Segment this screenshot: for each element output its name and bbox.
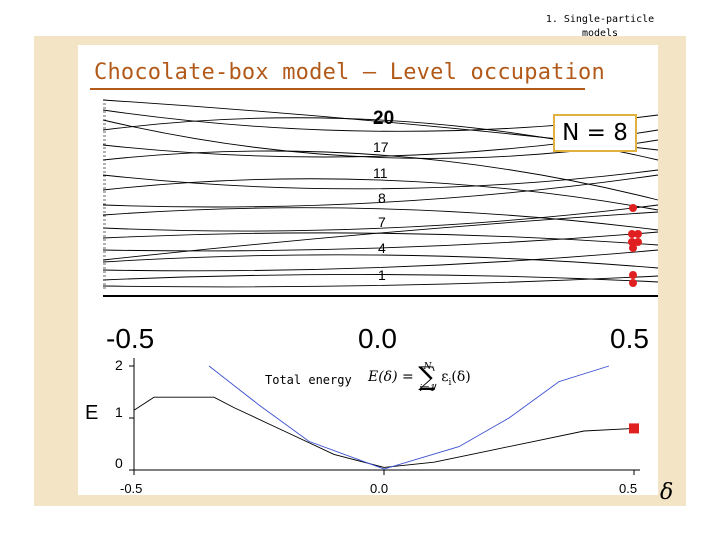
delta-axis-label: δ — [660, 480, 674, 505]
energy-x-tick-3: 0.5 — [619, 481, 637, 496]
section-header-line2: models — [581, 28, 619, 39]
formula-lhs: E(δ) = — [368, 369, 414, 385]
occupation-marker-4 — [628, 238, 636, 246]
level-label-17: 17 — [373, 139, 389, 155]
level-line-7 — [102, 174, 659, 208]
level-label-4: 4 — [378, 240, 386, 256]
formula-lower-limit: i=1 — [419, 384, 436, 394]
occupation-marker-3 — [634, 230, 642, 238]
formula-term-subscript: i — [448, 377, 452, 388]
occupation-marker-1 — [629, 204, 637, 212]
level-line-12 — [102, 254, 659, 269]
total-energy-label: Total energy — [265, 373, 352, 387]
energy-series-1 — [133, 396, 635, 468]
level-lines — [102, 99, 659, 289]
occupation-marker-2 — [628, 230, 636, 238]
energy-series-group — [133, 365, 639, 470]
energy-tick-marks — [129, 365, 635, 475]
level-x-tick-3: 0.5 — [610, 323, 649, 354]
occupation-marker-8 — [629, 279, 637, 287]
formula-term: ε — [441, 369, 449, 385]
level-x-tick-2: 0.0 — [358, 323, 397, 354]
energy-x-tick-2: 0.0 — [370, 481, 388, 496]
energy-highlight-marker — [629, 423, 639, 434]
level-line-9 — [102, 204, 659, 232]
slide-title: Chocolate-box model – Level occupation — [94, 60, 605, 85]
title-underline — [90, 88, 585, 90]
level-line-18 — [102, 211, 659, 261]
level-line-11 — [102, 231, 659, 252]
formula-upper-limit: N — [423, 362, 432, 372]
level-label-20: 20 — [373, 108, 394, 129]
level-line-5 — [102, 169, 659, 190]
level-line-6 — [102, 178, 659, 211]
energy-axis-label: E — [85, 402, 99, 424]
occupation-marker-5 — [634, 238, 642, 246]
section-header: 1. Single-particle models — [540, 13, 660, 41]
section-header-line1: 1. Single-particle — [545, 14, 655, 25]
level-x-ticks: -0.5 0.0 0.5 — [106, 323, 649, 354]
level-line-15 — [102, 275, 659, 288]
occupation-marker-7 — [629, 271, 637, 279]
energy-y-tick-1: 1 — [115, 404, 123, 420]
energy-y-tick-0: 0 — [115, 455, 123, 471]
level-label-group: 20 17 11 8 7 4 1 — [373, 108, 394, 283]
formula-arg: (δ) — [451, 369, 471, 385]
particle-count-box: N = 8 — [553, 114, 637, 152]
level-label-8: 8 — [378, 190, 386, 206]
level-line-13 — [102, 249, 659, 272]
energy-y-tick-2: 2 — [115, 357, 123, 373]
occupation-marker-6 — [629, 244, 637, 252]
level-line-8 — [102, 207, 659, 231]
energy-series-2 — [208, 365, 610, 470]
occupation-markers — [628, 204, 642, 287]
level-label-7: 7 — [378, 214, 386, 230]
level-line-4 — [102, 150, 659, 201]
level-x-tick-1: -0.5 — [106, 323, 154, 354]
total-energy-formula: E(δ) = N ∑ i=1 εi(δ) — [368, 360, 471, 394]
level-line-14 — [102, 274, 659, 283]
level-label-1: 1 — [378, 267, 386, 283]
energy-x-tick-1: -0.5 — [120, 481, 142, 496]
level-label-11: 11 — [373, 165, 388, 181]
